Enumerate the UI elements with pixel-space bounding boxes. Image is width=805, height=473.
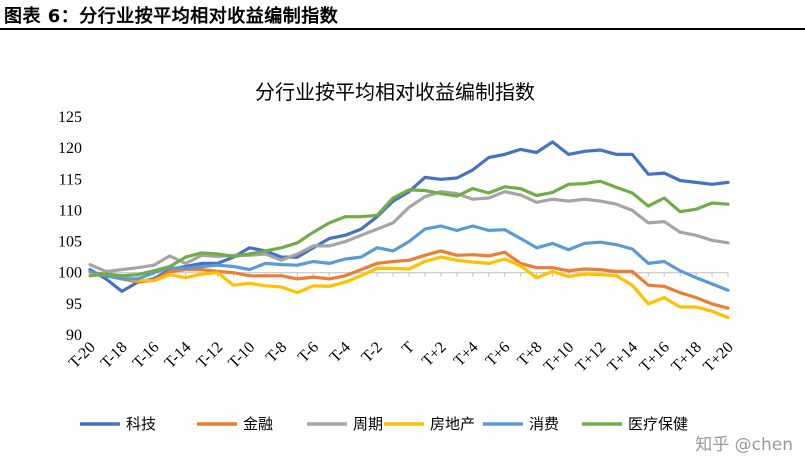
figure-caption: 图表 6：分行业按平均相对收益编制指数: [4, 6, 339, 27]
chart-title: 分行业按平均相对收益编制指数: [255, 80, 535, 104]
y-tick-label: 90: [66, 327, 82, 344]
series-line-4: [88, 255, 730, 320]
x-tick-label: T+14: [605, 339, 642, 376]
x-tick-label: T+16: [636, 339, 673, 376]
legend-label: 消费: [529, 415, 559, 433]
y-tick-label: 115: [59, 171, 82, 188]
x-tick-label: T+8: [514, 339, 545, 370]
x-tick-label: T-4: [327, 339, 354, 366]
series-line-6: [88, 179, 730, 278]
y-axis: 90 95 100 105 110 115 120 125: [58, 109, 82, 344]
y-tick-label: 110: [59, 202, 82, 219]
series-line-2: [88, 249, 730, 310]
header-divider: [0, 28, 805, 30]
legend-label: 房地产: [430, 415, 475, 433]
y-tick-label: 125: [58, 109, 82, 126]
x-tick-label: T-14: [162, 339, 195, 372]
x-tick-label: T-2: [359, 339, 386, 366]
y-tick-label: 120: [58, 140, 82, 157]
x-tick-label: T+4: [451, 339, 482, 370]
x-tick-label: T+10: [541, 339, 578, 376]
legend: 科技 金融 周期 房地产 消费 医疗保健: [80, 415, 688, 433]
x-tick-label: T+6: [483, 339, 514, 370]
legend-label: 周期: [353, 415, 383, 433]
x-tick-label: T-18: [98, 339, 131, 372]
x-tick-label: T: [399, 339, 418, 358]
watermark-text: 知乎 @chen: [695, 435, 793, 455]
x-tick-label: T+2: [419, 339, 450, 370]
series-line-1: [88, 140, 730, 293]
x-tick-label: T-16: [130, 339, 163, 372]
x-tick-label: T+20: [700, 339, 737, 376]
legend-label: 金融: [243, 415, 273, 433]
x-tick-label: T-10: [225, 339, 258, 372]
x-tick-label: T-8: [263, 339, 290, 366]
series-layer: [88, 140, 730, 320]
legend-label: 医疗保健: [628, 415, 688, 433]
x-tick-label: T-6: [295, 339, 322, 366]
x-tick-label: T+18: [668, 339, 705, 376]
y-tick-label: 95: [66, 296, 82, 313]
legend-label: 科技: [126, 415, 156, 433]
y-tick-label: 100: [58, 265, 82, 282]
series-line-3: [88, 190, 730, 274]
x-tick-label: T+12: [573, 339, 610, 376]
report-header: 图表 6：分行业按平均相对收益编制指数: [0, 0, 805, 30]
y-tick-label: 105: [58, 234, 82, 251]
series-line-5: [88, 224, 730, 292]
x-tick-label: T-12: [193, 339, 226, 372]
